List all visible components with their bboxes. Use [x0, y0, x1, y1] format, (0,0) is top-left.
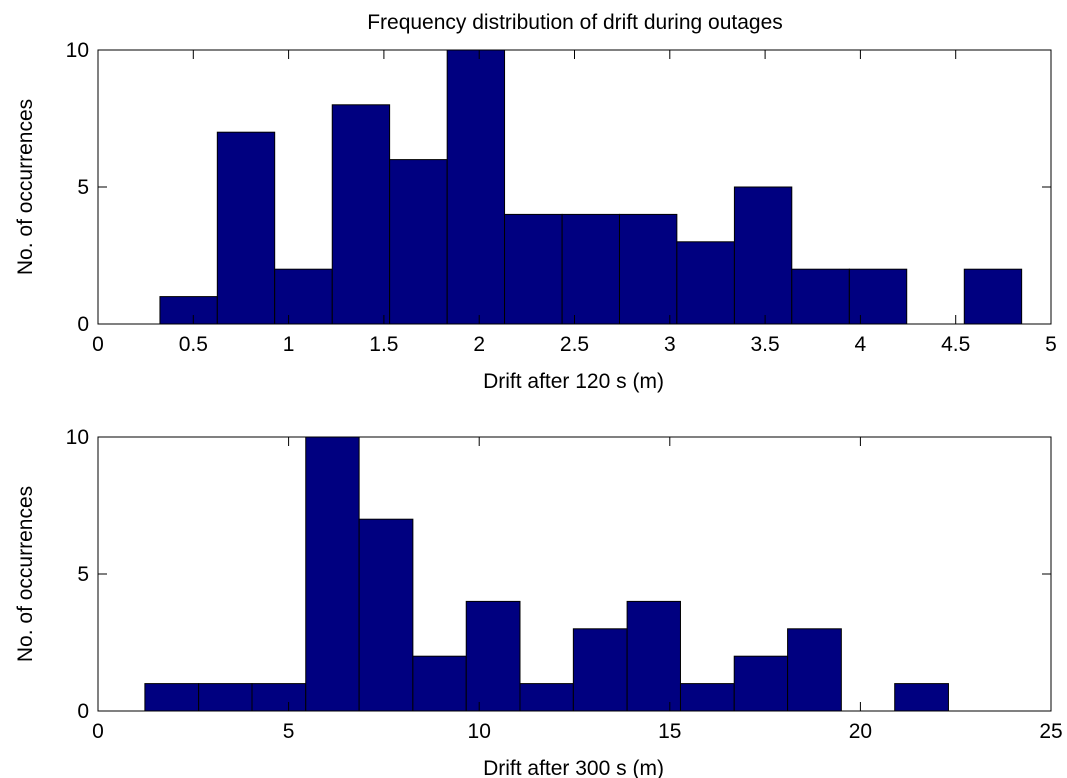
- y-tick-label: 0: [77, 313, 89, 336]
- x-tick-label: 4: [855, 333, 867, 356]
- x-tick-label: 20: [849, 720, 872, 743]
- x-tick-label: 10: [468, 720, 491, 743]
- histogram-bar: [216, 131, 276, 325]
- histogram-bar: [305, 436, 360, 712]
- x-tick-label: 0: [92, 333, 104, 356]
- x-tick-label: 2.5: [560, 333, 589, 356]
- y-tick-label: 5: [77, 176, 89, 199]
- histogram-bar: [519, 683, 574, 712]
- x-axis-label: Drift after 300 s (m): [483, 757, 664, 778]
- histogram-bar: [618, 213, 678, 325]
- x-tick-label: 0: [92, 720, 104, 743]
- histogram-bar: [251, 683, 307, 712]
- y-tick-label: 0: [77, 700, 89, 723]
- histogram-bar: [894, 683, 949, 712]
- histogram-panel-1: 0 0.5 1 1.5 2 2.5 3 3.5 4 4.5 5 0 5 10 Drift after 120…: [14, 39, 1057, 393]
- x-tick-label: 1: [283, 333, 295, 356]
- x-tick-label: 1.5: [369, 333, 398, 356]
- x-tick-label: 25: [1039, 720, 1062, 743]
- histogram-bar: [561, 213, 620, 325]
- histogram-bar: [159, 296, 218, 325]
- histogram-bar: [848, 268, 908, 325]
- x-tick-label: 5: [283, 720, 295, 743]
- x-axis-label: Drift after 120 s (m): [483, 370, 664, 393]
- y-axis-label: No. of occurrences: [14, 486, 37, 662]
- histogram-bar: [144, 683, 200, 712]
- histogram-bar: [733, 655, 789, 712]
- x-tick-label: 5: [1045, 333, 1057, 356]
- y-tick-label: 10: [66, 39, 89, 62]
- x-tick-label: 15: [658, 720, 681, 743]
- x-tick-label: 0.5: [179, 333, 208, 356]
- x-tick-label: 4.5: [941, 333, 970, 356]
- histogram-bar: [626, 600, 681, 712]
- histogram-bar: [679, 683, 735, 712]
- histogram-bar: [358, 518, 414, 712]
- histogram-bar: [676, 241, 735, 325]
- histogram-bar: [733, 186, 793, 325]
- histogram-bar: [791, 268, 850, 325]
- x-tick-label: 2: [473, 333, 485, 356]
- chart-title: Frequency distribution of drift during o…: [367, 11, 783, 34]
- x-tick-label: 3.5: [750, 333, 779, 356]
- histogram-bar: [331, 104, 391, 325]
- histogram-bar: [465, 600, 521, 712]
- histogram-bar: [389, 159, 448, 325]
- y-tick-label: 5: [77, 563, 89, 586]
- y-axis-label: No. of occurrences: [14, 99, 37, 275]
- histogram-bar: [412, 655, 467, 712]
- histogram-panel-2: 0 5 10 15 20 25 0 5 10 Drift after 300 s (m) No. o…: [14, 426, 1063, 778]
- x-tick-label: 3: [664, 333, 676, 356]
- histogram-bar: [963, 268, 1023, 325]
- histogram-bar: [504, 213, 563, 325]
- y-tick-label: 10: [66, 426, 89, 449]
- histogram-bar: [787, 628, 842, 712]
- histogram-bar: [446, 49, 506, 325]
- histogram-bar: [572, 628, 628, 712]
- histogram-bar: [198, 683, 253, 712]
- histogram-bar: [274, 268, 333, 325]
